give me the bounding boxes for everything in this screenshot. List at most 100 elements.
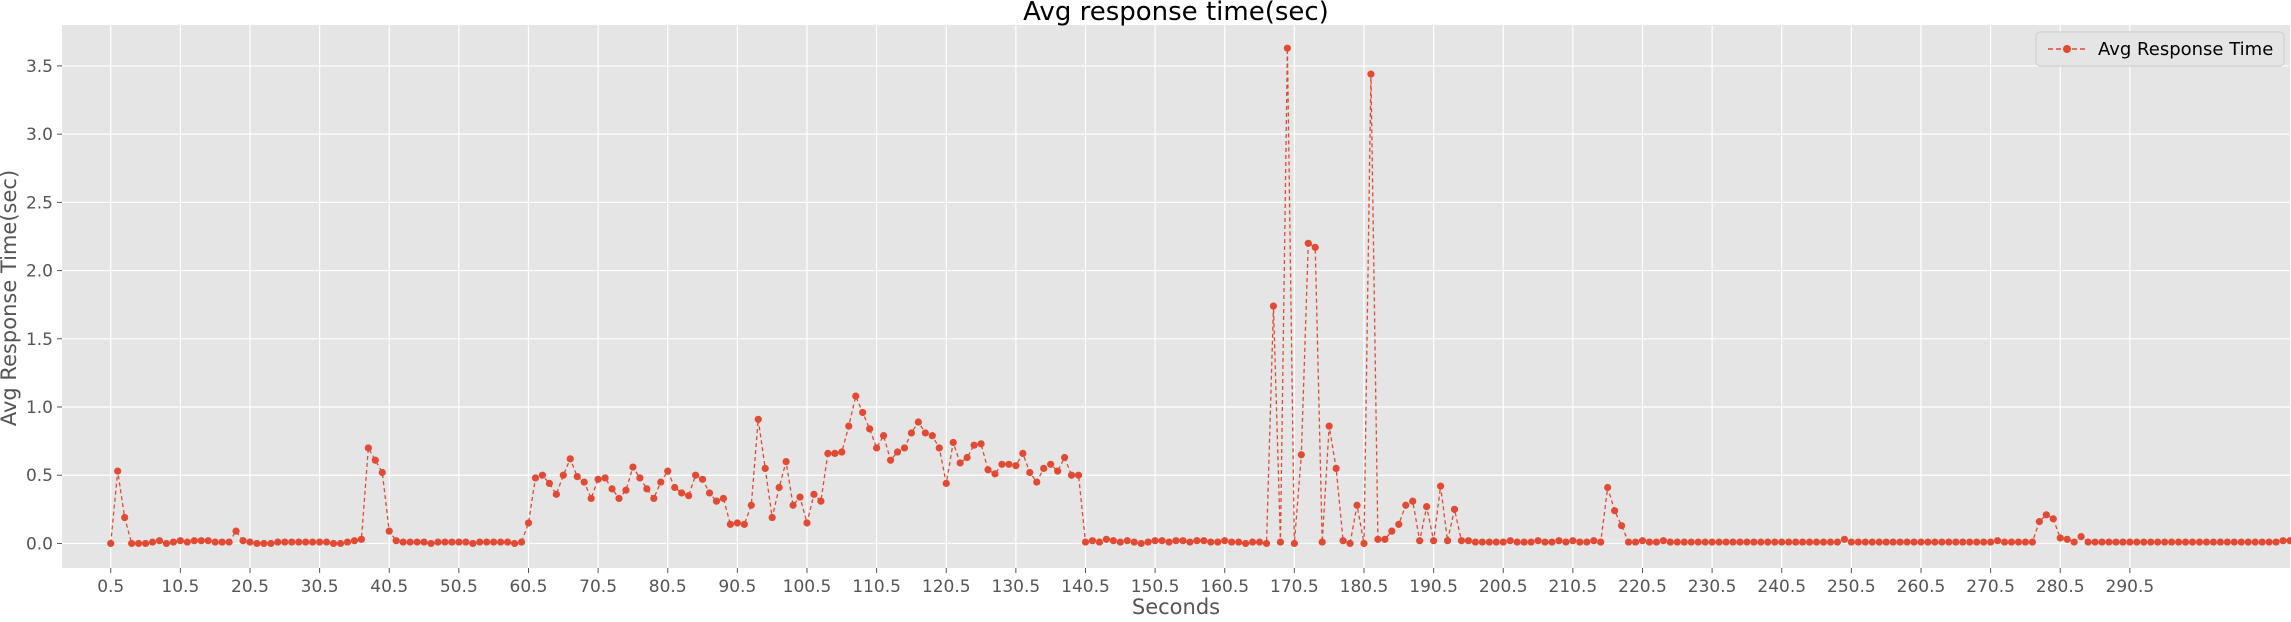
data-point	[768, 513, 776, 522]
data-point	[1736, 538, 1744, 546]
data-point	[107, 539, 115, 548]
data-point	[587, 494, 595, 503]
y-tick-label: 3.5	[26, 57, 53, 77]
data-point	[1910, 538, 1918, 546]
data-point	[148, 538, 157, 546]
data-point	[385, 527, 393, 535]
data-point	[1019, 449, 1027, 457]
data-point	[991, 470, 999, 478]
data-point	[1701, 538, 1709, 546]
data-point	[1450, 505, 1459, 513]
data-point	[2133, 538, 2141, 546]
data-point	[1638, 537, 1647, 545]
data-point	[1896, 538, 1904, 546]
data-point	[1332, 464, 1340, 472]
data-point	[747, 501, 755, 509]
data-point	[935, 444, 943, 452]
data-point	[1729, 538, 1737, 546]
data-point	[685, 492, 693, 500]
data-point	[1081, 538, 1090, 546]
data-point	[1534, 537, 1542, 545]
data-point	[469, 539, 477, 548]
data-point	[169, 538, 177, 546]
data-point	[183, 538, 191, 546]
data-point	[1402, 501, 1410, 509]
data-point	[134, 539, 143, 548]
data-point	[2021, 538, 2030, 546]
data-point	[1945, 538, 1953, 546]
data-point	[2077, 533, 2085, 541]
x-tick-label: 10.5	[161, 577, 199, 597]
data-point	[984, 466, 992, 474]
data-point	[2265, 538, 2273, 546]
data-point	[1005, 460, 1013, 468]
data-point	[162, 539, 171, 548]
data-point	[873, 444, 881, 452]
data-point	[1109, 537, 1117, 545]
data-point	[490, 538, 498, 546]
data-point	[796, 493, 804, 501]
data-point	[664, 467, 672, 475]
data-point	[1165, 538, 1173, 546]
data-point	[1430, 537, 1438, 545]
data-point	[949, 438, 957, 447]
data-point	[253, 539, 261, 548]
data-point	[1235, 538, 1243, 546]
data-point	[274, 538, 282, 546]
data-point	[580, 478, 588, 486]
data-point	[2070, 538, 2078, 546]
data-point	[1367, 70, 1375, 78]
x-tick-label: 260.5	[1897, 577, 1946, 597]
x-tick-label: 100.5	[783, 577, 832, 597]
data-point	[657, 478, 665, 486]
data-point	[211, 538, 219, 546]
data-point	[225, 538, 233, 546]
data-point	[267, 539, 275, 548]
data-point	[2098, 538, 2106, 546]
data-point	[1938, 538, 1946, 546]
data-point	[859, 408, 867, 417]
data-point	[239, 537, 247, 545]
data-point	[1583, 538, 1591, 546]
data-point	[2223, 538, 2231, 546]
data-point	[1624, 538, 1633, 546]
data-point	[1179, 537, 1187, 545]
x-tick-label: 140.5	[1061, 577, 1110, 597]
data-point	[517, 538, 526, 546]
data-point	[970, 441, 978, 449]
data-point	[364, 444, 372, 452]
data-point	[1785, 538, 1793, 546]
data-point	[1840, 535, 1848, 543]
plot-area-background	[62, 25, 2290, 568]
data-point	[1123, 537, 1131, 545]
data-point	[559, 471, 567, 479]
data-point	[1506, 537, 1514, 545]
y-tick-label: 3.0	[26, 125, 53, 145]
data-point	[1074, 471, 1083, 479]
data-point	[1771, 538, 1779, 546]
legend-point-marker	[2063, 45, 2071, 53]
data-point	[1889, 538, 1897, 546]
data-point	[455, 538, 463, 546]
data-point	[1116, 538, 1124, 546]
data-point	[2286, 537, 2291, 545]
data-point	[1137, 539, 1145, 548]
data-point	[406, 538, 414, 546]
data-point	[357, 535, 365, 543]
data-point	[712, 497, 721, 505]
data-point	[1033, 478, 1041, 486]
data-point	[1903, 538, 1911, 546]
data-point	[1819, 538, 1828, 546]
data-point	[671, 483, 679, 492]
data-point	[803, 519, 811, 527]
data-point	[928, 432, 936, 440]
data-point	[1980, 538, 1988, 546]
data-point	[1353, 501, 1361, 509]
data-point	[476, 538, 484, 546]
data-point	[733, 519, 741, 527]
data-point	[2126, 538, 2134, 546]
data-point	[1269, 302, 1278, 310]
data-point	[2028, 538, 2036, 546]
data-point	[740, 520, 748, 528]
data-point	[608, 485, 616, 493]
